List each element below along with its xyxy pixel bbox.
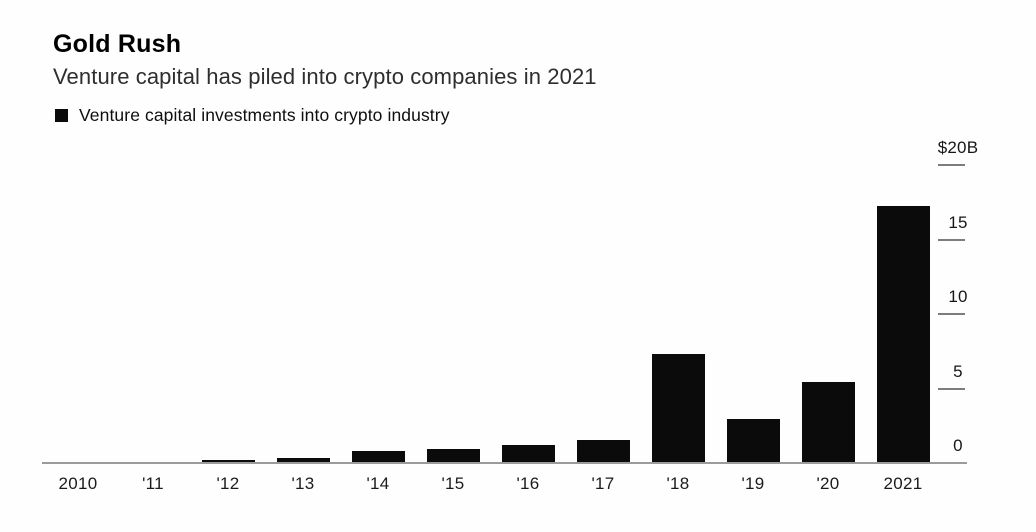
bar-20 <box>801 382 855 464</box>
bar-2021 <box>876 206 930 464</box>
y-tick-label-0: 0 <box>953 436 963 455</box>
x-tick-label-13: '13 <box>291 474 315 493</box>
bar-18 <box>651 353 705 464</box>
bar-13 <box>276 458 330 464</box>
chart-title: Gold Rush <box>53 30 182 58</box>
bar-15 <box>426 449 480 464</box>
bar-14 <box>351 451 405 464</box>
legend-swatch-icon <box>55 109 68 122</box>
y-tick-20 <box>938 164 965 166</box>
y-tick-label-20: $20B <box>937 138 979 157</box>
bar-17 <box>576 440 630 464</box>
chart-subtitle: Venture capital has piled into crypto co… <box>53 64 597 89</box>
y-tick-label-10: 10 <box>948 287 968 306</box>
y-tick-label-15: 15 <box>948 212 968 232</box>
x-tick-label-2021: 2021 <box>883 474 923 493</box>
x-tick-label-17: '17 <box>591 474 615 493</box>
legend-label: Venture capital investments into crypto … <box>79 105 450 125</box>
bar-19 <box>726 419 780 464</box>
x-tick-label-18: '18 <box>666 474 690 493</box>
x-axis-line <box>42 462 967 464</box>
y-tick-label-5: 5 <box>953 361 963 381</box>
x-tick-label-19: '19 <box>741 474 765 493</box>
chart-legend: Venture capital investments into crypto … <box>55 105 450 126</box>
bar-16 <box>501 445 555 464</box>
y-tick-5 <box>938 387 965 390</box>
x-tick-label-2010: 2010 <box>58 474 98 493</box>
x-tick-label-12: '12 <box>216 474 240 493</box>
y-tick-15 <box>938 238 965 241</box>
x-tick-label-16: '16 <box>516 474 540 493</box>
x-tick-label-14: '14 <box>366 474 390 493</box>
x-tick-label-11: '11 <box>142 474 164 493</box>
y-tick-10 <box>938 313 965 315</box>
x-tick-label-15: '15 <box>441 474 465 493</box>
x-tick-label-20: '20 <box>816 474 840 493</box>
